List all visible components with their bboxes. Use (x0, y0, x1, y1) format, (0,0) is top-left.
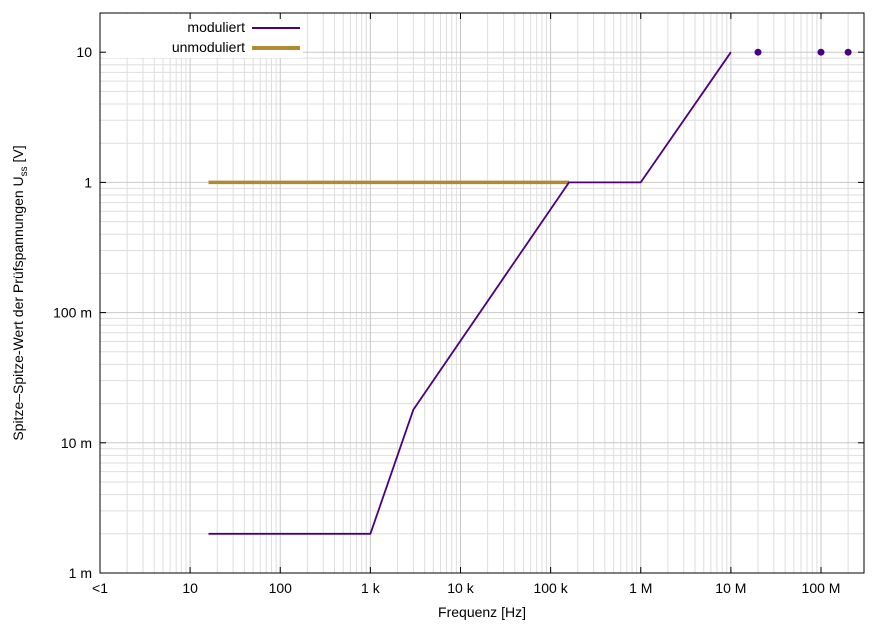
legend: moduliert unmoduliert (103, 14, 303, 58)
series-line-moduliert (208, 51, 732, 535)
y-tick-label: 10 m (61, 435, 92, 451)
data-point-moduliert (817, 48, 825, 56)
series-layer (208, 48, 852, 535)
y-tick-label: 1 (84, 174, 92, 190)
x-axis-ticks: <1 10 100 1 k 10 k 100 k 1 M 10 M 100 M (92, 13, 840, 596)
y-tick-label: 10 (76, 44, 92, 60)
data-point-moduliert (754, 48, 762, 56)
legend-background (103, 14, 303, 58)
legend-label-moduliert: moduliert (187, 19, 245, 35)
x-tick-label: 100 (269, 580, 293, 596)
y-axis-ticks: 1 m 10 m 100 m 1 10 (53, 44, 864, 581)
grid-major (99, 13, 864, 574)
x-axis-label: Frequenz [Hz] (438, 604, 526, 620)
y-tick-label: 1 m (69, 565, 92, 581)
x-tick-label: 100 M (802, 580, 841, 596)
x-tick-label: 10 M (715, 580, 746, 596)
y-tick-label: 100 m (53, 305, 92, 321)
plot-frame (99, 12, 865, 574)
x-tick-label: 10 (182, 580, 198, 596)
data-point-moduliert (844, 48, 852, 56)
x-tick-label: <1 (92, 580, 108, 596)
x-tick-label: 100 k (533, 580, 568, 596)
legend-label-unmoduliert: unmoduliert (172, 39, 245, 55)
grid-minor (100, 12, 865, 573)
x-tick-label: 10 k (447, 580, 474, 596)
x-tick-label: 1 M (629, 580, 652, 596)
x-tick-label: 1 k (361, 580, 381, 596)
y-axis-label: Spitze–Spitze-Wert der Prüfspannungen Us… (10, 145, 30, 440)
